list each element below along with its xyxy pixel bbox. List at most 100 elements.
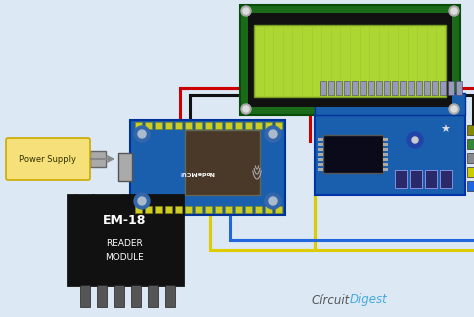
Bar bbox=[318, 143, 323, 146]
Bar bbox=[352, 81, 358, 95]
Bar bbox=[467, 125, 474, 135]
Bar bbox=[205, 122, 212, 129]
Bar bbox=[148, 285, 158, 307]
Circle shape bbox=[412, 137, 418, 143]
Bar bbox=[425, 170, 437, 188]
Bar bbox=[235, 122, 242, 129]
Bar bbox=[135, 122, 142, 129]
Bar bbox=[318, 163, 323, 166]
Bar bbox=[424, 81, 430, 95]
Bar bbox=[225, 122, 232, 129]
Bar bbox=[315, 115, 465, 195]
Text: ★: ★ bbox=[440, 125, 450, 135]
Text: NodeMCU: NodeMCU bbox=[181, 170, 215, 175]
Circle shape bbox=[269, 130, 277, 138]
Bar bbox=[145, 122, 152, 129]
Bar bbox=[255, 122, 262, 129]
Bar bbox=[185, 206, 192, 213]
Bar bbox=[215, 206, 222, 213]
Bar bbox=[383, 163, 388, 166]
Bar bbox=[376, 81, 382, 95]
Circle shape bbox=[269, 197, 277, 205]
Bar bbox=[275, 206, 282, 213]
Text: EM-18: EM-18 bbox=[103, 214, 146, 227]
Bar bbox=[145, 206, 152, 213]
Bar bbox=[255, 206, 262, 213]
Bar bbox=[360, 81, 366, 95]
Bar bbox=[97, 285, 107, 307]
Bar bbox=[130, 120, 285, 215]
Circle shape bbox=[449, 6, 459, 16]
Circle shape bbox=[138, 197, 146, 205]
Bar bbox=[467, 153, 474, 163]
Bar bbox=[175, 206, 182, 213]
Circle shape bbox=[138, 130, 146, 138]
Circle shape bbox=[451, 106, 457, 112]
Bar bbox=[383, 168, 388, 171]
Bar bbox=[467, 139, 474, 149]
Bar bbox=[318, 168, 323, 171]
Bar bbox=[416, 81, 422, 95]
Bar bbox=[456, 81, 462, 95]
Bar bbox=[383, 143, 388, 146]
Bar bbox=[336, 81, 342, 95]
Circle shape bbox=[407, 132, 423, 148]
Bar bbox=[392, 81, 398, 95]
Bar bbox=[118, 153, 132, 181]
Bar bbox=[440, 81, 446, 95]
Bar bbox=[400, 81, 406, 95]
Text: MODULE: MODULE bbox=[106, 254, 145, 262]
Bar bbox=[440, 170, 452, 188]
Bar bbox=[114, 285, 124, 307]
Text: Círcuit: Círcuit bbox=[312, 294, 350, 307]
Circle shape bbox=[265, 193, 281, 209]
Bar bbox=[165, 122, 172, 129]
Bar bbox=[165, 285, 175, 307]
Bar bbox=[245, 122, 252, 129]
Bar bbox=[383, 138, 388, 141]
Bar bbox=[185, 122, 192, 129]
Bar bbox=[155, 122, 162, 129]
Text: Power Supply: Power Supply bbox=[19, 154, 76, 164]
Bar bbox=[318, 138, 323, 141]
Bar bbox=[254, 25, 446, 97]
Bar bbox=[240, 5, 460, 115]
Bar bbox=[318, 153, 323, 156]
Bar bbox=[275, 122, 282, 129]
Text: READER: READER bbox=[107, 238, 143, 248]
Bar bbox=[432, 81, 438, 95]
Circle shape bbox=[451, 8, 457, 14]
Bar bbox=[384, 81, 390, 95]
Bar bbox=[395, 170, 407, 188]
Bar bbox=[175, 122, 182, 129]
Bar bbox=[368, 81, 374, 95]
Bar bbox=[80, 285, 90, 307]
Circle shape bbox=[241, 6, 251, 16]
Bar bbox=[185, 130, 260, 195]
Bar bbox=[131, 285, 141, 307]
Bar bbox=[383, 158, 388, 161]
Bar bbox=[383, 153, 388, 156]
Bar bbox=[68, 195, 183, 285]
Bar bbox=[248, 13, 452, 107]
Bar bbox=[225, 206, 232, 213]
Bar bbox=[90, 151, 106, 167]
Circle shape bbox=[243, 106, 249, 112]
Bar bbox=[195, 122, 202, 129]
Circle shape bbox=[134, 126, 150, 142]
Bar bbox=[315, 93, 465, 115]
Bar bbox=[265, 206, 272, 213]
Circle shape bbox=[449, 104, 459, 114]
Bar bbox=[265, 122, 272, 129]
Bar bbox=[235, 206, 242, 213]
Text: v3: v3 bbox=[179, 170, 186, 175]
Bar bbox=[205, 206, 212, 213]
Bar bbox=[135, 206, 142, 213]
Bar bbox=[195, 206, 202, 213]
Circle shape bbox=[241, 104, 251, 114]
Bar bbox=[165, 206, 172, 213]
Bar bbox=[318, 148, 323, 151]
Bar bbox=[448, 81, 454, 95]
Bar bbox=[410, 170, 422, 188]
Circle shape bbox=[134, 193, 150, 209]
